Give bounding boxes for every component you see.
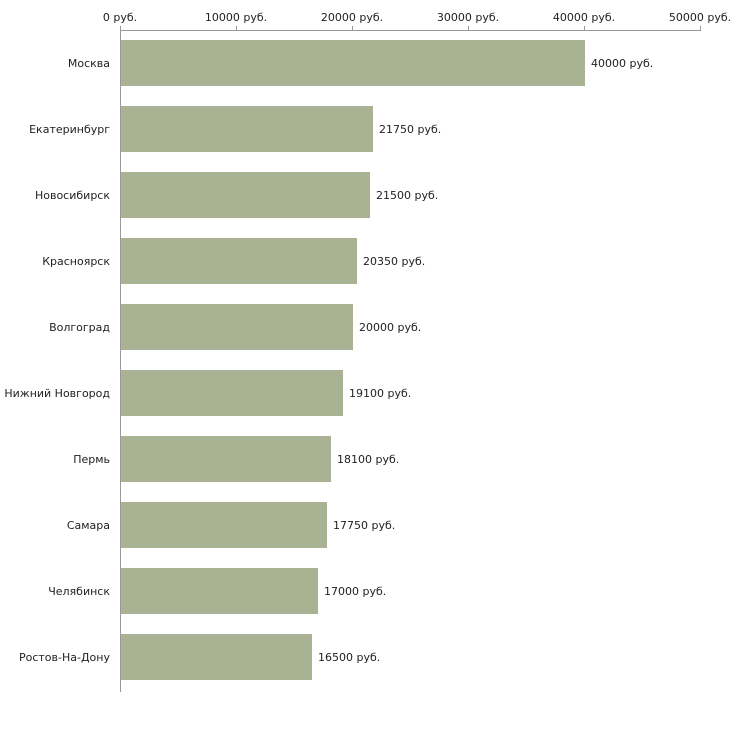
bar-row: Самара 17750 руб.: [0, 492, 730, 558]
value-label: 17750 руб.: [333, 518, 396, 532]
bar: [121, 172, 370, 218]
bar: [121, 106, 373, 152]
x-axis-tick-label: 20000 руб.: [320, 11, 384, 24]
value-label: 18100 руб.: [337, 452, 400, 466]
x-axis-tick-label: 40000 руб.: [552, 11, 616, 24]
bar-row: Нижний Новгород 19100 руб.: [0, 360, 730, 426]
x-axis-tick: [352, 26, 353, 31]
x-axis-tick: [584, 26, 585, 31]
category-label: Волгоград: [49, 320, 110, 334]
y-axis-line: [120, 30, 121, 692]
category-label: Ростов-На-Дону: [18, 650, 110, 664]
bar-row: Волгоград 20000 руб.: [0, 294, 730, 360]
bar-row: Екатеринбург 21750 руб.: [0, 96, 730, 162]
category-label: Самара: [66, 518, 110, 532]
bar-row: Ростов-На-Дону 16500 руб.: [0, 624, 730, 690]
value-label: 21500 руб.: [376, 188, 439, 202]
bar: [121, 634, 312, 680]
x-axis-tick: [468, 26, 469, 31]
bar: [121, 370, 343, 416]
value-label: 20000 руб.: [359, 320, 422, 334]
category-label: Москва: [67, 56, 110, 70]
bar-row: Красноярск 20350 руб.: [0, 228, 730, 294]
bar: [121, 40, 585, 86]
x-axis-tick: [700, 26, 701, 31]
bar: [121, 568, 318, 614]
x-axis-tick: [120, 26, 121, 31]
value-label: 40000 руб.: [591, 56, 654, 70]
category-label: Пермь: [73, 452, 110, 466]
x-axis-tick: [236, 26, 237, 31]
x-axis-tick-label: 0 руб.: [102, 11, 138, 24]
value-label: 17000 руб.: [324, 584, 387, 598]
bar: [121, 304, 353, 350]
x-axis-tick-label: 30000 руб.: [436, 11, 500, 24]
bar-row: Пермь 18100 руб.: [0, 426, 730, 492]
category-label: Нижний Новгород: [4, 386, 110, 400]
value-label: 16500 руб.: [318, 650, 381, 664]
category-label: Екатеринбург: [29, 122, 110, 136]
value-label: 20350 руб.: [363, 254, 426, 268]
bar-row: Челябинск 17000 руб.: [0, 558, 730, 624]
value-label: 19100 руб.: [349, 386, 412, 400]
value-label: 21750 руб.: [379, 122, 442, 136]
bars-container: Москва 40000 руб. Екатеринбург 21750 руб. Но…: [0, 30, 730, 690]
x-axis-line: 0 руб. 10000 руб. 20000 руб. 30000 руб. 4000…: [103, 11, 730, 31]
bar: [121, 238, 357, 284]
bar: [121, 436, 331, 482]
category-label: Новосибирск: [34, 188, 110, 202]
category-label: Красноярск: [42, 254, 110, 268]
bar-row: Москва 40000 руб.: [0, 30, 730, 96]
bar: [121, 502, 327, 548]
category-label: Челябинск: [48, 584, 110, 598]
bar-row: Новосибирск 21500 руб.: [0, 162, 730, 228]
x-axis-tick-label: 50000 руб.: [668, 11, 730, 24]
x-axis-tick-label: 10000 руб.: [204, 11, 268, 24]
